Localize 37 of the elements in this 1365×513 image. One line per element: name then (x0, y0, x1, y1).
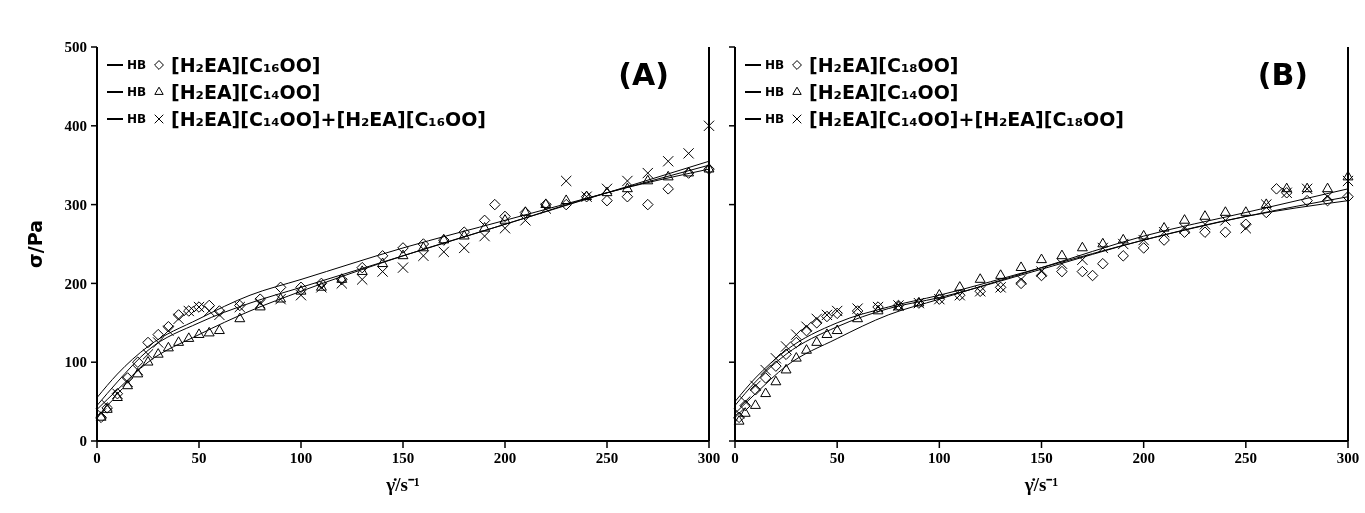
x-tick-label: 0 (93, 450, 101, 466)
legend-label: [H₂EA][C₁₄OO] (809, 80, 959, 103)
x-tick-label: 200 (1132, 450, 1155, 466)
legend-label: HB (127, 58, 147, 73)
y-tick-label: 100 (64, 354, 87, 371)
legend-label: [H₂EA][C₁₄OO]+[H₂EA][C₁₈OO] (809, 107, 1124, 130)
x-tick-label: 50 (191, 450, 207, 466)
legend-label: [H₂EA][C₁₄OO]+[H₂EA][C₁₆OO] (171, 107, 486, 130)
x-tick-label: 150 (391, 450, 415, 466)
legend-label: HB (765, 85, 785, 100)
x-tick-label: 50 (829, 450, 845, 466)
x-tick-label: 300 (697, 450, 721, 466)
legend-label: HB (127, 85, 147, 100)
x-tick-label: 250 (595, 450, 619, 466)
legend-label: HB (127, 112, 147, 127)
legend-label: [H₂EA][C₁₄OO] (171, 80, 321, 103)
legend-label: HB (765, 58, 785, 73)
x-tick-label: 300 (1336, 450, 1360, 466)
x-tick-label: 0 (731, 450, 739, 466)
y-axis-title: σ/Pa (24, 220, 46, 268)
x-tick-label: 100 (289, 450, 313, 466)
x-tick-label: 150 (1030, 450, 1053, 466)
legend-label: HB (765, 112, 785, 127)
annotation: (A) (618, 57, 669, 92)
y-tick-label: 500 (64, 39, 87, 56)
y-tick-label: 400 (64, 118, 87, 135)
y-tick-label: 0 (79, 433, 87, 450)
y-tick-label: 300 (64, 196, 87, 213)
x-tick-label: 100 (928, 450, 951, 466)
annotation: (B) (1257, 57, 1308, 92)
x-tick-label: 250 (1234, 450, 1258, 466)
legend-label: [H₂EA][C₁₆OO] (171, 53, 321, 76)
x-tick-label: 200 (493, 450, 517, 466)
y-tick-label: 200 (64, 275, 87, 292)
legend-label: [H₂EA][C₁₈OO] (809, 53, 959, 76)
x-axis-title: γ̇/s⁻¹ (385, 474, 420, 495)
x-axis-title: γ̇/s⁻¹ (1023, 474, 1059, 495)
